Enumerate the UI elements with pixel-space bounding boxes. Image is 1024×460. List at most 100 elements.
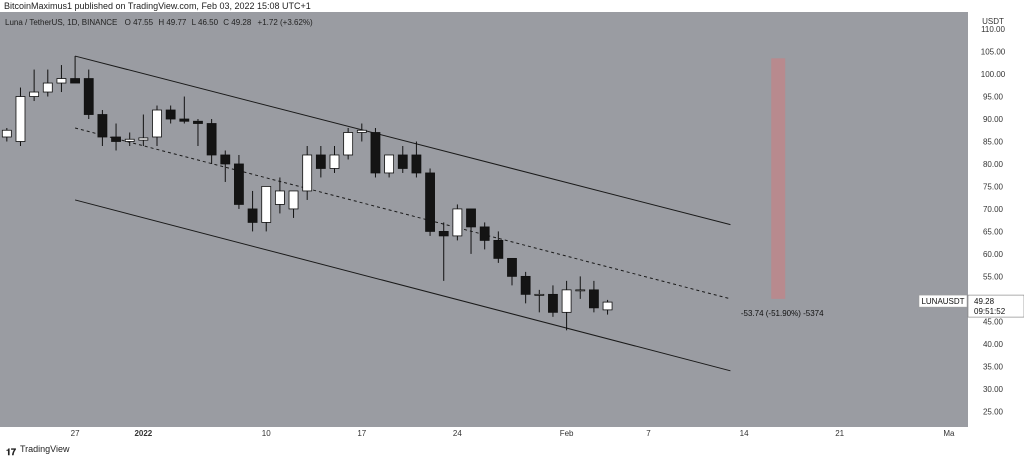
- candle: [302, 145, 313, 200]
- publish-info: BitcoinMaximus1 published on TradingView…: [4, 1, 311, 11]
- candle-body: [42, 82, 53, 93]
- candle-body: [397, 154, 408, 169]
- candle-body: [329, 154, 340, 169]
- trendline-layer: [74, 55, 731, 372]
- candle: [384, 154, 395, 178]
- y-axis: USDT 110.00 105.00 100.00 95.00 90.00 85.00 80…: [968, 12, 1024, 441]
- ohlc-close: 49.28: [231, 18, 252, 27]
- x-tick-label: Ma: [943, 429, 955, 438]
- y-tick-label: 100.00: [981, 70, 1006, 79]
- svg-text:Luna / TetherUS, 1D, BINANCE: Luna / TetherUS, 1D, BINANCE O 47.55 H 4…: [5, 18, 313, 27]
- footer: 𝟏𝟕 TradingView: [0, 441, 1024, 457]
- y-tick-label: 45.00: [983, 317, 1004, 326]
- candle: [83, 69, 94, 120]
- ohlc-low-label: L: [192, 18, 197, 27]
- trendline-2: [74, 199, 731, 372]
- candle-body: [466, 208, 476, 228]
- countdown-timer: 09:51:52: [974, 307, 1006, 316]
- candle: [479, 222, 490, 250]
- candle-body: [206, 123, 217, 156]
- candle: [1, 128, 12, 142]
- candle-body: [520, 275, 531, 295]
- candle: [343, 128, 354, 160]
- ohlc-high-label: H: [158, 18, 164, 27]
- candle-body: [152, 109, 162, 138]
- ohlc-close-label: C: [223, 18, 229, 27]
- y-tick-label: 85.00: [983, 137, 1004, 146]
- candle-body: [384, 154, 395, 174]
- candle-body: [97, 114, 108, 138]
- candle-body: [589, 289, 599, 309]
- symbol-label: LUNAUSDT: [921, 297, 964, 306]
- y-tick-label: 70.00: [983, 205, 1004, 214]
- candle: [452, 204, 463, 241]
- last-price-value: 49.28: [974, 297, 995, 306]
- candle: [193, 119, 203, 146]
- ohlc-legend: Luna / TetherUS, 1D, BINANCE O 47.55 H 4…: [5, 18, 313, 27]
- candle-body: [111, 136, 121, 142]
- footer-brand: TradingView: [20, 444, 70, 454]
- candle-body: [302, 154, 313, 192]
- symbol-tag: [918, 294, 968, 308]
- y-tick-label: 95.00: [983, 93, 1004, 102]
- y-axis-background: [968, 12, 1024, 441]
- candle-body: [561, 289, 572, 313]
- candle: [602, 299, 613, 315]
- x-tick-label: 27: [71, 429, 80, 438]
- candle-body: [575, 289, 586, 292]
- candle: [548, 285, 558, 317]
- candle: [97, 110, 108, 146]
- candle: [466, 208, 476, 254]
- candle-body: [479, 226, 490, 241]
- candle: [247, 190, 258, 232]
- candle: [29, 69, 40, 102]
- candle-body: [507, 257, 517, 277]
- candle-body: [425, 172, 435, 232]
- candle-body: [247, 208, 258, 223]
- candle-body: [493, 240, 504, 259]
- candle-body: [452, 208, 463, 237]
- x-tick-label: 17: [357, 429, 366, 438]
- candle-body: [370, 132, 381, 174]
- candle-body: [548, 293, 558, 313]
- candle-body: [56, 78, 67, 84]
- candle-body: [534, 293, 545, 296]
- candle-body: [602, 301, 613, 311]
- candle-body: [29, 91, 40, 97]
- range-layer: -53.74 (-51.90%) -5374: [741, 58, 824, 318]
- candle-body: [220, 154, 231, 165]
- currency-label: USDT: [982, 17, 1004, 26]
- range-bar: [771, 58, 786, 299]
- candle: [356, 123, 367, 142]
- ohlc-high: 49.77: [166, 18, 187, 27]
- ohlc-open-label: O: [125, 18, 131, 27]
- candle: [397, 145, 408, 173]
- trendline-1: [74, 55, 731, 226]
- candle: [234, 154, 244, 209]
- y-tick-label: 55.00: [983, 272, 1004, 281]
- candle: [179, 96, 190, 124]
- candle-body: [356, 129, 367, 133]
- candle: [70, 56, 80, 84]
- x-axis-background: [0, 427, 968, 441]
- candle-body: [234, 163, 244, 205]
- candle: [370, 128, 381, 178]
- candle-body: [70, 78, 80, 84]
- x-tick-label: 21: [835, 429, 844, 438]
- candle: [138, 114, 149, 146]
- trendline-3: [74, 127, 731, 300]
- candle: [425, 168, 435, 236]
- tradingview-logo-icon: 𝟏𝟕: [6, 447, 17, 457]
- y-tick-label: 65.00: [983, 227, 1004, 236]
- candle: [589, 280, 599, 313]
- candle-body: [138, 137, 149, 141]
- y-tick-label: 35.00: [983, 362, 1004, 371]
- y-tick-label: 30.00: [983, 385, 1004, 394]
- plot-background: [0, 12, 968, 427]
- y-tick-label: 110.00: [981, 25, 1005, 34]
- candle-body: [315, 154, 326, 169]
- y-tick-label: 105.00: [981, 48, 1006, 57]
- candle: [288, 190, 299, 218]
- candle: [261, 186, 272, 232]
